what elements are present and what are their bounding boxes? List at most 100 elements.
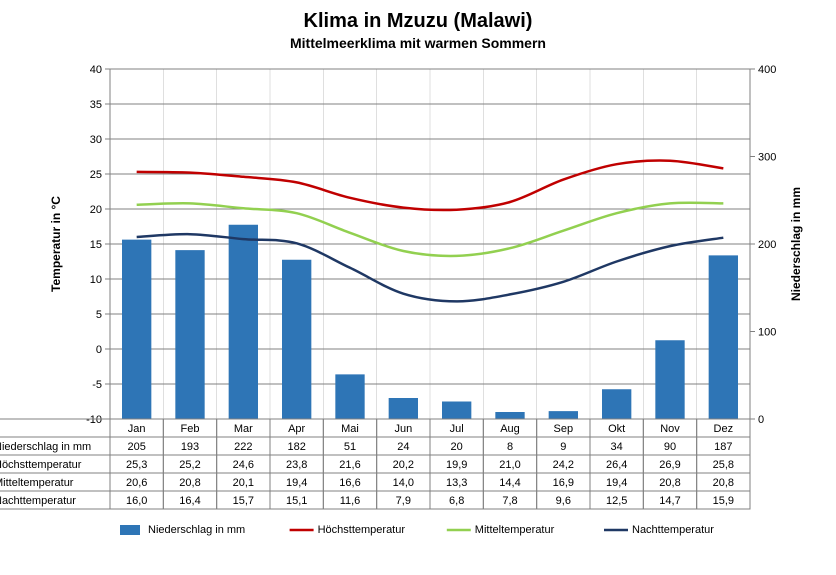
month-label: Mar (234, 423, 253, 435)
chart-svg: -10-505101520253035400100200300400Temper… (0, 51, 836, 571)
cell: 187 (714, 441, 732, 453)
cell: 19,4 (606, 477, 627, 489)
month-label: Sep (554, 423, 574, 435)
y-left-label: Temperatur in °C (49, 196, 63, 292)
cell: 26,4 (606, 459, 627, 471)
cell: 205 (127, 441, 145, 453)
svg-text:100: 100 (758, 327, 776, 339)
svg-text:0: 0 (758, 414, 764, 426)
bar (655, 340, 684, 419)
cell: 222 (234, 441, 252, 453)
bar (229, 225, 258, 419)
cell: 14,4 (499, 477, 520, 489)
cell: 19,4 (286, 477, 307, 489)
svg-text:40: 40 (90, 64, 102, 76)
chart-subtitle: Mittelmeerklima mit warmen Sommern (0, 33, 836, 51)
cell: 25,3 (126, 459, 147, 471)
cell: 20,8 (713, 477, 734, 489)
month-label: Dez (714, 423, 734, 435)
cell: 34 (611, 441, 623, 453)
bar (495, 412, 524, 419)
bar (282, 260, 311, 419)
cell: 15,9 (713, 495, 734, 507)
cell: 16,9 (553, 477, 574, 489)
svg-text:15: 15 (90, 239, 102, 251)
cell: 51 (344, 441, 356, 453)
month-label: Okt (608, 423, 625, 435)
cell: 24,2 (553, 459, 574, 471)
bar (175, 250, 204, 419)
cell: 8 (507, 441, 513, 453)
bar (442, 402, 471, 420)
cell: 12,5 (606, 495, 627, 507)
cell: 14,7 (659, 495, 680, 507)
cell: 15,1 (286, 495, 307, 507)
row-label: Höchsttemperatur (0, 459, 82, 471)
cell: 6,8 (449, 495, 464, 507)
svg-text:400: 400 (758, 64, 776, 76)
svg-text:300: 300 (758, 152, 776, 164)
cell: 182 (287, 441, 305, 453)
bar (709, 255, 738, 419)
cell: 90 (664, 441, 676, 453)
svg-text:30: 30 (90, 134, 102, 146)
bar (122, 240, 151, 419)
month-label: Aug (500, 423, 520, 435)
bar (335, 374, 364, 419)
cell: 7,9 (396, 495, 411, 507)
legend-swatch (120, 525, 140, 535)
cell: 25,2 (179, 459, 200, 471)
cell: 26,9 (659, 459, 680, 471)
cell: 16,4 (179, 495, 200, 507)
legend-label: Mitteltemperatur (475, 524, 555, 536)
legend-label: Niederschlag in mm (148, 524, 245, 536)
cell: 9 (560, 441, 566, 453)
month-label: Jul (450, 423, 464, 435)
cell: 9,6 (556, 495, 571, 507)
svg-text:5: 5 (96, 309, 102, 321)
cell: 16,6 (339, 477, 360, 489)
cell: 15,7 (233, 495, 254, 507)
cell: 20,8 (179, 477, 200, 489)
cell: 11,6 (340, 495, 361, 507)
y-right-label: Niederschlag in mm (789, 187, 803, 301)
cell: 20,6 (126, 477, 147, 489)
bar (389, 398, 418, 419)
month-label: Jun (394, 423, 412, 435)
cell: 20,2 (393, 459, 414, 471)
bar (602, 389, 631, 419)
cell: 20 (451, 441, 463, 453)
svg-text:20: 20 (90, 204, 102, 216)
cell: 20,8 (659, 477, 680, 489)
cell: 20,1 (233, 477, 254, 489)
legend-label: Nachttemperatur (632, 524, 714, 536)
month-label: Feb (181, 423, 200, 435)
cell: 14,0 (393, 477, 414, 489)
cell: 19,9 (446, 459, 467, 471)
chart-title: Klima in Mzuzu (Malawi) (0, 0, 836, 33)
cell: 13,3 (446, 477, 467, 489)
cell: 25,8 (713, 459, 734, 471)
row-label: Nachttemperatur (0, 495, 76, 507)
svg-text:35: 35 (90, 99, 102, 111)
cell: 7,8 (502, 495, 517, 507)
legend-label: Höchsttemperatur (318, 524, 406, 536)
svg-text:-5: -5 (92, 379, 102, 391)
cell: 24,6 (233, 459, 254, 471)
cell: 24 (397, 441, 409, 453)
row-label: Mitteltemperatur (0, 477, 74, 489)
svg-text:-10: -10 (86, 414, 102, 426)
cell: 23,8 (286, 459, 307, 471)
month-label: Jan (128, 423, 146, 435)
row-label: Niederschlag in mm (0, 441, 91, 453)
svg-text:25: 25 (90, 169, 102, 181)
month-label: Nov (660, 423, 680, 435)
climate-chart: Klima in Mzuzu (Malawi) Mittelmeerklima … (0, 0, 836, 575)
cell: 21,6 (339, 459, 360, 471)
svg-text:200: 200 (758, 239, 776, 251)
month-label: Mai (341, 423, 359, 435)
svg-text:0: 0 (96, 344, 102, 356)
month-label: Apr (288, 423, 305, 435)
cell: 16,0 (126, 495, 147, 507)
bar (549, 411, 578, 419)
